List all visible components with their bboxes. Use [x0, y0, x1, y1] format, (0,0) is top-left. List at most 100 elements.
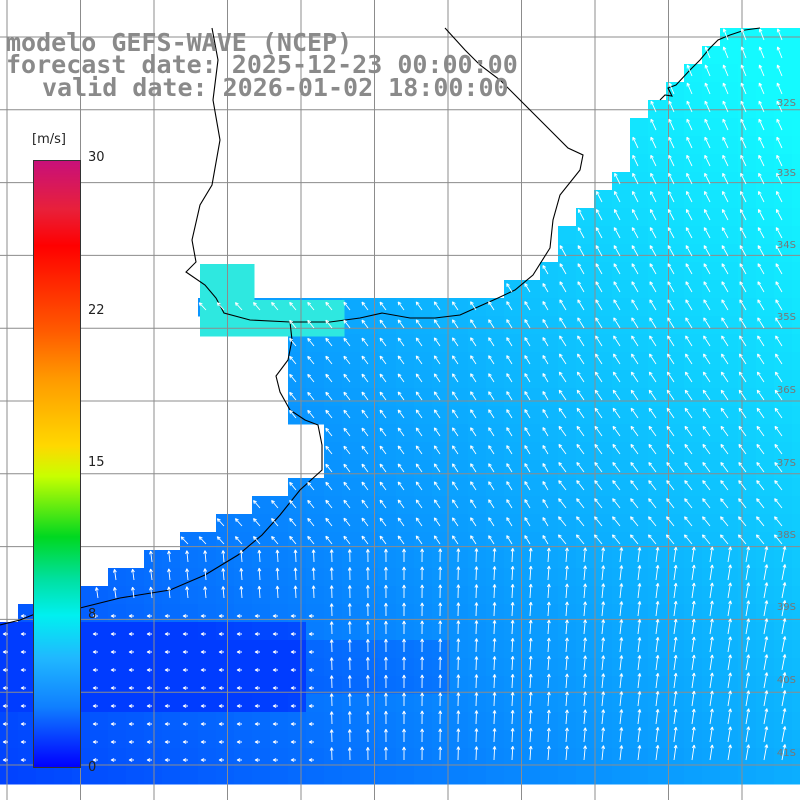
wind-cell [630, 766, 649, 785]
wind-cell [504, 316, 523, 335]
wind-cell [108, 586, 127, 605]
wind-arrow [182, 650, 188, 654]
wind-cell [342, 424, 361, 443]
wind-arrow [709, 708, 714, 725]
wind-arrow [420, 638, 425, 653]
wind-cell [702, 424, 721, 443]
wind-arrow [474, 692, 479, 707]
wind-arrow [510, 709, 515, 725]
wind-cell [486, 442, 505, 461]
wind-cell [756, 262, 775, 281]
wind-arrow [2, 650, 8, 654]
wind-cell [666, 568, 685, 587]
wind-arrow [757, 281, 765, 293]
wind-cell [360, 586, 379, 605]
wind-cell [396, 316, 415, 335]
wind-arrow [506, 301, 513, 311]
wind-cell [342, 586, 361, 605]
wind-cell [666, 748, 685, 767]
wind-cell [720, 460, 739, 479]
wind-cell [774, 676, 793, 695]
wind-cell [450, 694, 469, 713]
wind-arrow [704, 100, 711, 113]
wind-arrow [236, 758, 242, 762]
wind-cell [360, 406, 379, 425]
wind-cell [720, 640, 739, 659]
wind-cell [162, 550, 181, 569]
wind-arrow [488, 445, 495, 455]
wind-arrow [347, 729, 352, 743]
wind-arrow [325, 535, 333, 545]
wind-cell [216, 550, 235, 569]
wind-arrow [415, 337, 423, 347]
wind-arrow [365, 657, 370, 671]
wind-arrow [655, 672, 660, 689]
wind-arrow [329, 567, 334, 581]
wind-cell [326, 318, 345, 337]
wind-arrow [325, 463, 333, 473]
wind-arrow [546, 673, 551, 689]
wind-cell [342, 640, 361, 659]
wind-arrow [740, 136, 747, 149]
wind-cell [720, 694, 739, 713]
wind-arrow [167, 550, 171, 563]
wind-arrow [257, 567, 262, 581]
wind-cell [720, 712, 739, 731]
wind-arrow [329, 729, 334, 743]
wind-arrow [577, 281, 585, 293]
wind-cell [324, 478, 343, 497]
wind-cell [414, 658, 433, 677]
wind-cell [720, 352, 739, 371]
wind-cell [756, 604, 775, 623]
wind-speed-field [0, 28, 800, 785]
wind-arrow [347, 693, 352, 707]
wind-arrow [673, 726, 678, 743]
wind-arrow [691, 654, 696, 671]
wind-cell [18, 622, 37, 641]
wind-cell [648, 334, 667, 353]
wind-arrow [738, 389, 747, 401]
wind-arrow [474, 710, 479, 725]
wind-arrow [92, 668, 98, 672]
wind-cell [396, 694, 415, 713]
wind-arrow [666, 389, 675, 401]
wind-arrow [528, 583, 533, 599]
wind-arrow [289, 337, 297, 347]
wind-cell [180, 748, 199, 767]
wind-cell [648, 208, 667, 227]
wind-arrow [776, 28, 783, 41]
colorbar [33, 160, 81, 768]
wind-cell [756, 298, 775, 317]
coastline-argentina [0, 321, 323, 626]
wind-arrow [203, 568, 208, 581]
wind-arrow [307, 355, 315, 365]
wind-cell [792, 406, 800, 425]
wind-cell [414, 496, 433, 515]
wind-cell [648, 532, 667, 551]
wind-arrow [488, 391, 495, 401]
wind-cell [324, 406, 343, 425]
wind-arrow [542, 301, 549, 311]
wind-arrow [756, 389, 765, 401]
wind-vectors [2, 28, 787, 762]
wind-arrow [2, 632, 8, 636]
wind-cell [774, 730, 793, 749]
wind-cell [324, 766, 343, 785]
wind-cell [234, 532, 253, 551]
wind-arrow [474, 656, 479, 671]
wind-arrow [763, 636, 769, 653]
wind-arrow [739, 263, 747, 275]
wind-arrow [546, 601, 551, 617]
wind-cell [630, 532, 649, 551]
wind-cell [666, 496, 685, 515]
wind-cell [288, 622, 307, 641]
wind-cell [594, 460, 613, 479]
wind-cell [288, 568, 307, 587]
wind-cell [342, 406, 361, 425]
wind-arrow [146, 758, 152, 762]
wind-cell [486, 676, 505, 695]
wind-arrow [254, 632, 260, 636]
wind-cell [468, 514, 487, 533]
wind-arrow [774, 407, 783, 419]
